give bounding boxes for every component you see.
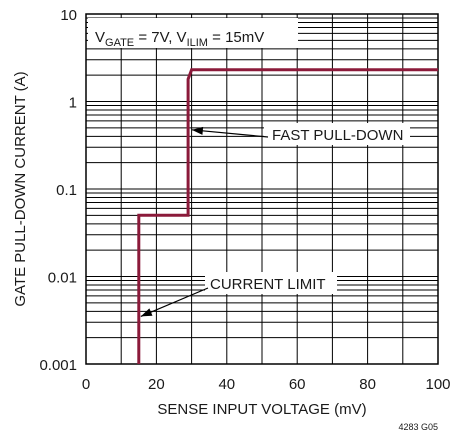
- series-line: [137, 68, 438, 364]
- arrow-limit-head: [140, 308, 153, 317]
- conditions-label: VGATE = 7V, VILIM = 15mV: [95, 29, 264, 49]
- y-tick-label: 1: [69, 95, 77, 112]
- plot-frame: [85, 13, 439, 365]
- y-tick-label: 0.001: [39, 357, 77, 374]
- y-tick-labels: 0.001 0.01 0.1 1 10: [39, 7, 77, 374]
- conditions-box: [88, 18, 298, 48]
- grid: [86, 14, 438, 364]
- x-tick-label: 60: [289, 376, 306, 393]
- arrow-fast-head: [191, 126, 204, 135]
- x-tick-label: 20: [148, 376, 165, 393]
- arrow-fast-shaft: [191, 129, 269, 138]
- annotation-fast-pull-down: FAST PULL-DOWN: [272, 127, 403, 144]
- annotation-arrows: [140, 126, 269, 317]
- x-tick-labels: 0 20 40 60 80 100: [82, 376, 451, 393]
- annotation-fast-bg: [264, 123, 410, 145]
- y-axis-title: GATE PULL-DOWN CURRENT (A): [12, 71, 29, 306]
- x-tick-label: 80: [359, 376, 376, 393]
- figure-id: 4283 G05: [398, 422, 438, 432]
- annotation-limit-bg: [205, 272, 337, 294]
- y-tick-label: 10: [60, 7, 77, 24]
- annotation-current-limit: CURRENT LIMIT: [210, 276, 326, 293]
- x-tick-label: 100: [425, 376, 450, 393]
- x-tick-label: 40: [218, 376, 235, 393]
- x-axis-title: SENSE INPUT VOLTAGE (mV): [157, 401, 366, 418]
- arrow-limit-shaft: [140, 287, 209, 317]
- x-tick-label: 0: [82, 376, 90, 393]
- y-tick-label: 0.01: [48, 270, 77, 287]
- y-tick-label: 0.1: [56, 182, 77, 199]
